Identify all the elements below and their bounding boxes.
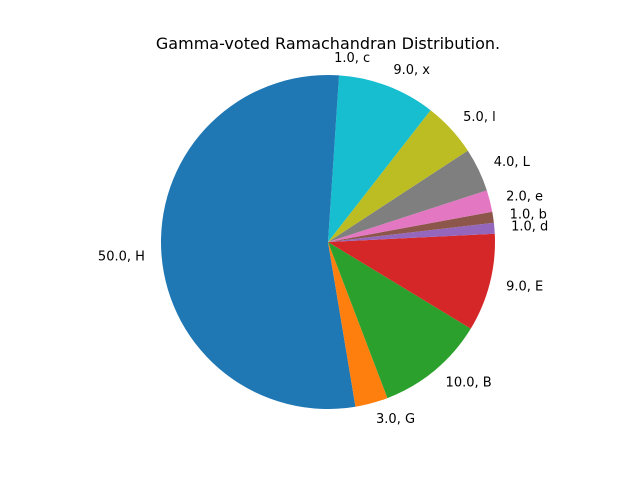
pie-slice-x [328,75,431,243]
pie-label-c: 1.0, c [334,51,370,66]
pie-slice-G [328,242,388,407]
chart-title: Gamma-voted Ramachandran Distribution. [155,34,501,53]
pie-label-B: 10.0, B [446,376,492,391]
pie-label-b: 1.0, b [510,207,547,222]
pie-slice-e [328,190,493,242]
pie-slice-d [328,222,495,242]
pie-label-x: 9.0, x [393,63,430,78]
pie-slices [160,75,495,409]
pie-slice-b [328,211,494,242]
pie-label-G: 3.0, G [376,412,415,427]
pie-labels: 50.0, H 3.0, G 10.0, B 9.0, E 1.0, d1.0, b 2.… [98,51,548,427]
pie-label-H: 50.0, H [98,250,145,265]
pie-slice-l [328,110,468,243]
pie-slice-E [328,233,495,329]
pie-label-L: 4.0, L [494,155,531,170]
pie-label-l: 5.0, l [463,110,496,125]
pie-slice-L [328,150,487,242]
pie-slice-B [328,242,471,399]
pie-label-E: 9.0, E [506,280,543,295]
pie-slice-H [160,75,356,409]
pie-slice-c [328,75,340,242]
pie-label-e: 2.0, e [506,189,543,204]
pie-label-d: 1.0, d [511,219,548,234]
